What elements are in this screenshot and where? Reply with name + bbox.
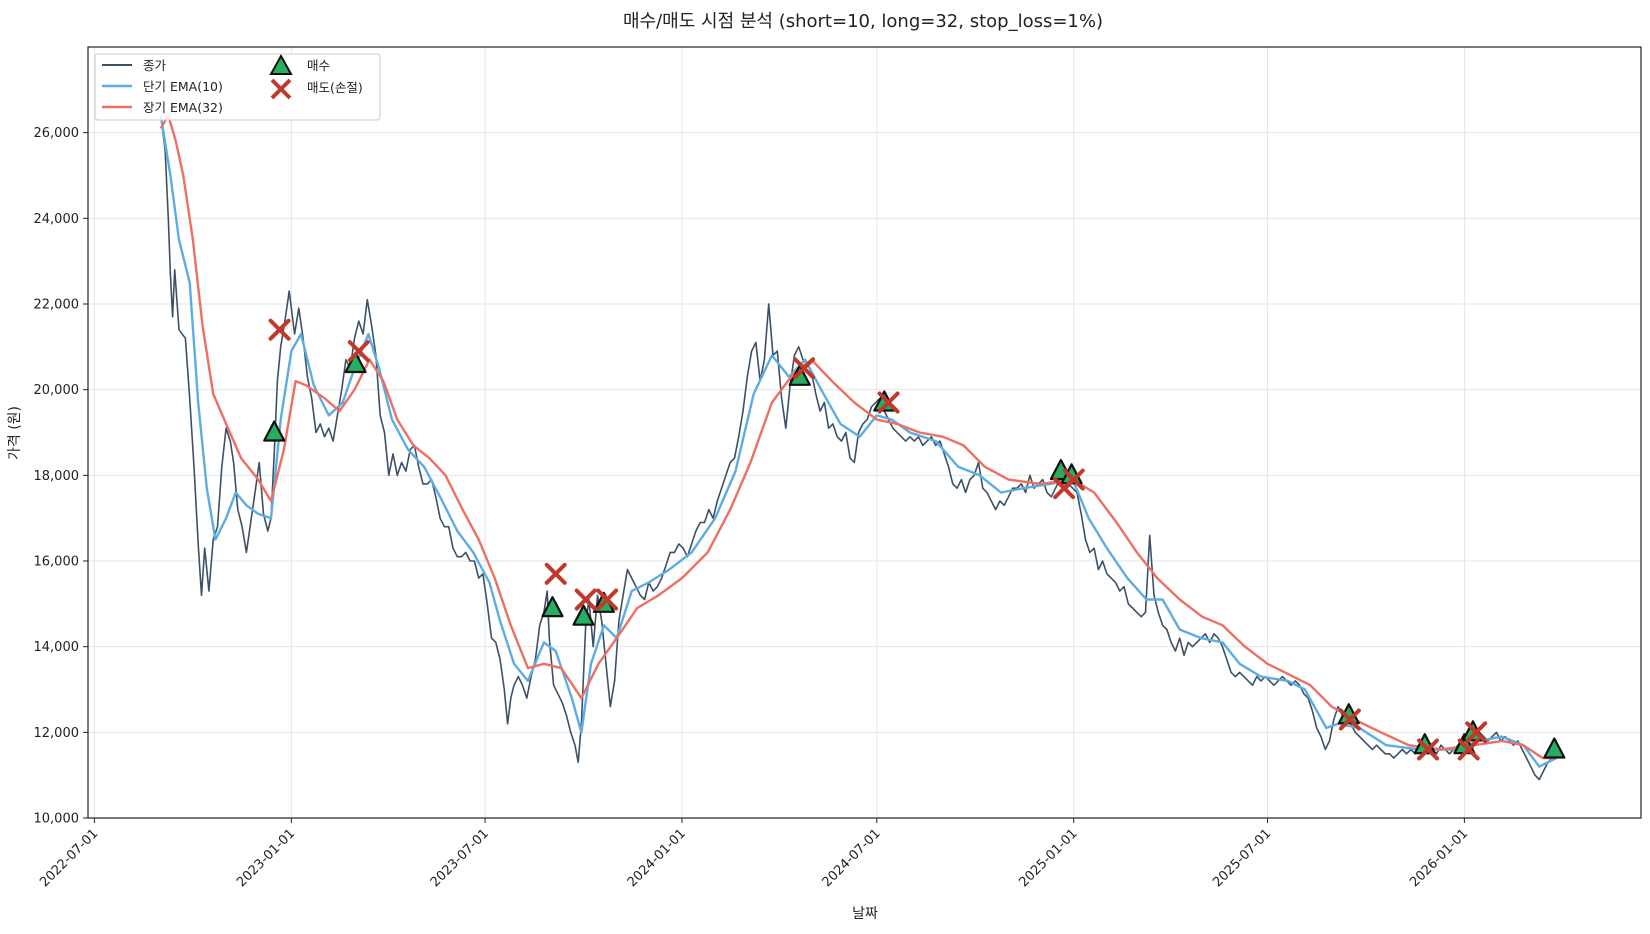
- y-tick-label: 24,000: [34, 212, 80, 227]
- sell-marker: [1062, 468, 1085, 491]
- legend-ema-short-label: 단기 EMA(10): [143, 79, 223, 94]
- ema-short-line: [159, 115, 1557, 768]
- sell-marker: [877, 391, 900, 414]
- y-tick-label: 22,000: [34, 298, 80, 313]
- sell-marker: [544, 562, 567, 585]
- marker-layer: [263, 318, 1566, 761]
- legend: 종가 단기 EMA(10) 장기 EMA(32) 매수 매도(손절): [94, 53, 381, 121]
- legend-buy-marker: [269, 53, 293, 75]
- sell-marker: [1465, 721, 1488, 744]
- series-layer: [159, 114, 1558, 781]
- y-tick-label: 12,000: [34, 726, 80, 741]
- y-tick-label: 10,000: [34, 812, 80, 827]
- buy-marker: [541, 596, 564, 618]
- x-tick-label: 2022-07-01: [37, 826, 101, 890]
- x-tick-label: 2025-01-01: [1017, 826, 1081, 890]
- y-tick-label: 18,000: [34, 469, 80, 484]
- legend-sell-marker: [270, 78, 292, 100]
- buy-marker: [572, 604, 595, 626]
- x-tick-label: 2025-07-01: [1210, 826, 1274, 890]
- x-tick-label: 2023-01-01: [234, 826, 298, 890]
- plot-frame: [87, 46, 1642, 819]
- sell-marker: [268, 318, 291, 341]
- x-axis-label: 날짜: [852, 906, 878, 922]
- x-tick-label: 2024-01-01: [625, 826, 689, 890]
- x-tick-label: 2023-07-01: [428, 826, 492, 890]
- legend-box: [94, 53, 381, 121]
- x-axis: 2022-07-01 2023-01-01 2023-07-01 2024-01-01…: [37, 818, 1471, 890]
- y-axis: 10,000 12,000 14,000 16,000 18,000 20,000 22,0…: [34, 126, 88, 827]
- sell-marker: [1417, 738, 1440, 761]
- sell-marker: [347, 340, 370, 363]
- legend-ema-long-label: 장기 EMA(32): [143, 100, 223, 115]
- close-price-line: [160, 115, 1558, 781]
- sell-marker: [1338, 708, 1361, 731]
- y-axis-label: 가격 (원): [7, 406, 23, 460]
- x-tick-label: 2026-01-01: [1407, 826, 1471, 890]
- sell-marker: [793, 357, 816, 380]
- legend-close-label: 종가: [143, 58, 167, 73]
- legend-buy-label: 매수: [307, 58, 330, 73]
- y-tick-label: 26,000: [34, 126, 80, 141]
- buy-marker: [263, 420, 286, 442]
- y-tick-label: 16,000: [34, 555, 80, 570]
- x-tick-label: 2024-07-01: [820, 826, 884, 890]
- y-tick-label: 14,000: [34, 640, 80, 655]
- legend-sell-label: 매도(손절): [307, 80, 363, 95]
- sell-marker: [1457, 738, 1480, 761]
- sell-marker: [596, 588, 619, 611]
- y-tick-label: 20,000: [34, 383, 80, 398]
- chart-title: 매수/매도 시점 분석 (short=10, long=32, stop_los…: [623, 11, 1103, 32]
- ema-long-line: [159, 114, 1557, 760]
- buy-marker: [344, 351, 367, 374]
- buy-marker: [1543, 737, 1566, 759]
- sell-marker: [574, 588, 597, 611]
